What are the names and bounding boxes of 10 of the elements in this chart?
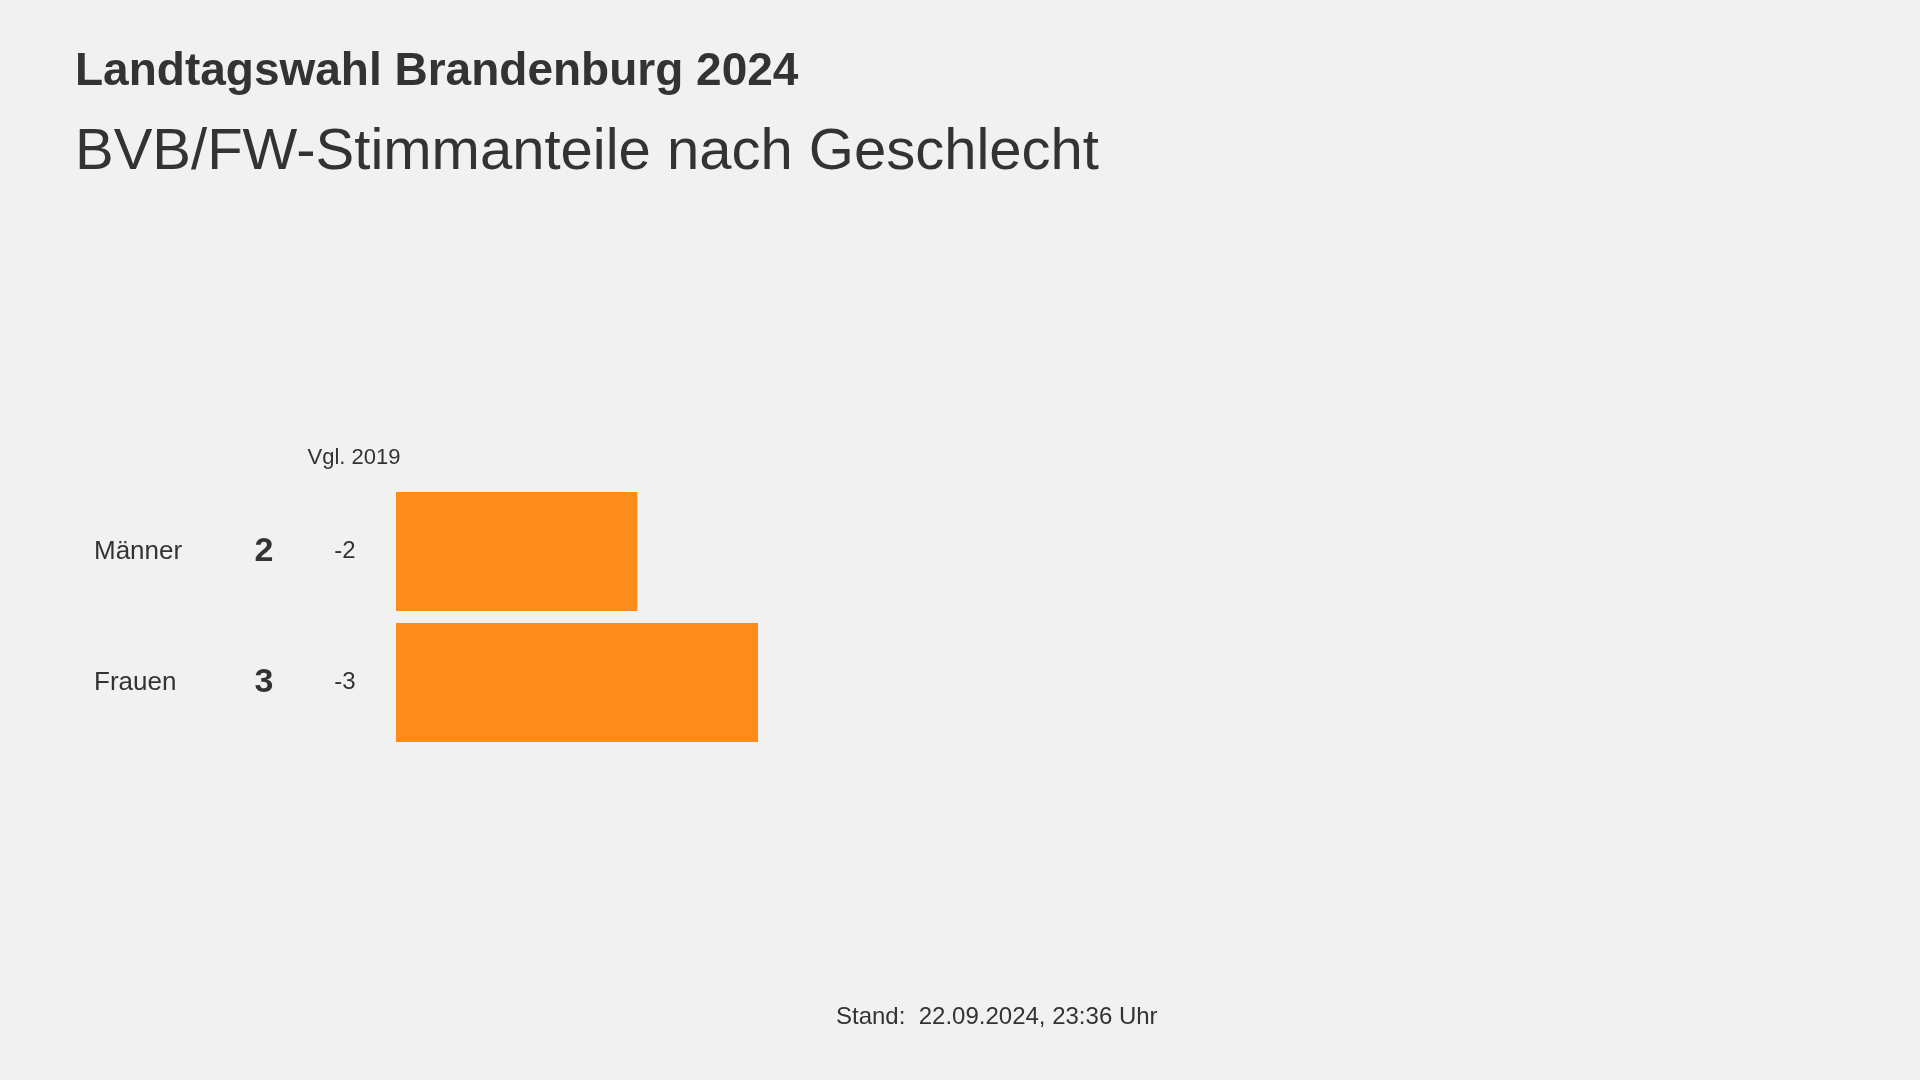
- text: -3: [334, 667, 356, 695]
- text: -2: [334, 536, 356, 564]
- chart-subtitle: BVB/FW-Stimmanteile nach Geschlecht: [75, 115, 1099, 182]
- data-label: 3: [254, 660, 274, 699]
- text: Stand: 22.09.2024, 23:36 Uhr: [835, 1002, 1159, 1030]
- data-label: 2: [254, 529, 274, 568]
- text: Vgl. 2019: [307, 444, 401, 470]
- y-tick-label: Männer: [94, 534, 183, 565]
- y-tick-label: Frauen: [94, 665, 177, 696]
- chart-title: Landtagswahl Brandenburg 2024: [75, 42, 799, 96]
